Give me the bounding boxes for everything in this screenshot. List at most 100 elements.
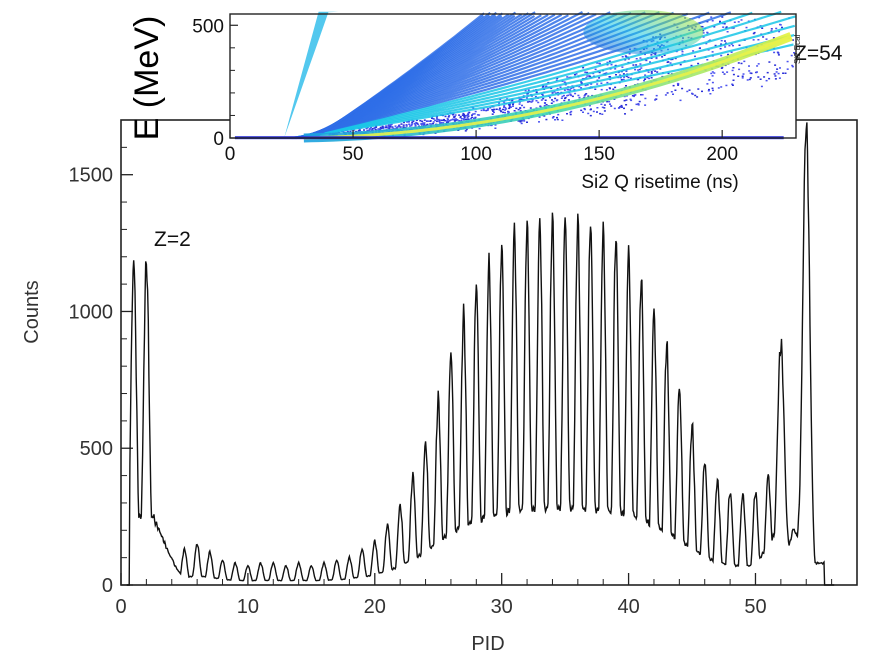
heatmap-cell — [370, 129, 373, 131]
heatmap-cell — [571, 95, 574, 98]
heatmap-cell — [410, 125, 413, 127]
heatmap-cell — [448, 115, 451, 117]
heatmap-cell — [720, 39, 723, 42]
heatmap-cell — [520, 122, 523, 125]
heatmap-cell — [515, 107, 518, 110]
heatmap-cell — [493, 108, 496, 111]
heatmap-cell — [462, 112, 465, 115]
heatmap-cell — [639, 57, 642, 59]
heatmap-cell — [748, 70, 751, 72]
heatmap-cell — [775, 71, 778, 73]
heatmap-cell — [526, 121, 528, 123]
heatmap-cell — [667, 72, 670, 75]
heatmap-cell — [681, 87, 684, 90]
heatmap-cell — [791, 64, 794, 67]
heatmap-cell — [458, 120, 461, 122]
heatmap-cell — [656, 71, 659, 73]
inset-y-axis-title: E (MeV) — [128, 16, 166, 141]
heatmap-cell — [486, 108, 489, 110]
heatmap-cell — [550, 87, 553, 90]
heatmap-cell — [650, 77, 653, 79]
heatmap-cell — [752, 39, 755, 41]
heatmap-cell — [503, 105, 506, 107]
heatmap-cell — [388, 127, 391, 130]
heatmap-cell — [366, 129, 369, 132]
heatmap-cell — [504, 111, 506, 114]
heatmap-cell — [742, 73, 745, 75]
inset-tick-labels: 0 50 100 150 200 0 500 — [192, 16, 738, 165]
heatmap-cell — [681, 53, 684, 56]
heatmap-cell — [556, 87, 559, 90]
heatmap-cell — [430, 123, 433, 125]
heatmap-cell — [499, 109, 502, 112]
heatmap-cell — [586, 75, 589, 77]
heatmap-cell — [526, 93, 529, 95]
heatmap-cell — [752, 32, 755, 35]
heatmap-cell — [369, 128, 371, 130]
heatmap-cell — [352, 129, 355, 131]
heatmap-cell — [447, 116, 450, 118]
heatmap-cell — [508, 107, 511, 110]
heatmap-cell — [711, 71, 714, 73]
heatmap-cell — [463, 118, 465, 121]
heatmap-cell — [474, 116, 477, 119]
heatmap-cell — [434, 119, 437, 122]
heatmap-cell — [544, 99, 547, 101]
heatmap-cell — [538, 121, 540, 123]
heatmap-cell — [617, 107, 620, 109]
heatmap-cell — [584, 84, 587, 87]
heatmap-cell — [504, 106, 507, 109]
heatmap-cell — [530, 101, 533, 103]
heatmap-cell — [644, 74, 647, 76]
heatmap-cell — [402, 126, 405, 128]
heatmap-cell — [738, 68, 741, 71]
heatmap-cell — [701, 26, 704, 28]
heatmap-cell — [650, 72, 653, 74]
heatmap-cell — [478, 114, 481, 116]
inset-x-axis-title: Si2 Q risetime (ns) — [581, 172, 738, 193]
heatmap-cell — [415, 121, 418, 124]
heatmap-cell — [738, 44, 741, 46]
heatmap-cell — [541, 86, 544, 89]
heatmap-cell — [606, 61, 609, 64]
inset-heatmap: 0 50 100 150 200 0 500 Si2 Q risetime (ns) E (… — [128, 10, 802, 193]
heatmap-cell — [463, 115, 466, 118]
heatmap-cell — [619, 106, 622, 108]
heatmap-cell — [486, 109, 489, 111]
heatmap-cell — [596, 111, 598, 113]
heatmap-cell — [519, 110, 522, 112]
heatmap-cell — [566, 76, 569, 78]
heatmap-cell — [550, 102, 553, 104]
heatmap-cell — [637, 78, 640, 81]
heatmap-cell — [598, 62, 601, 65]
heatmap-cell — [608, 60, 611, 62]
heatmap-cell — [529, 107, 532, 109]
heatmap-cell — [619, 76, 622, 79]
heatmap-cell — [672, 84, 675, 87]
heatmap-cell — [463, 116, 466, 119]
heatmap-cell — [650, 54, 653, 56]
heatmap-cell — [692, 50, 695, 52]
heatmap-cell — [710, 72, 713, 75]
heatmap-cell — [741, 75, 744, 77]
heatmap-cell — [757, 63, 760, 65]
heatmap-cell — [774, 75, 777, 77]
heatmap-cell — [719, 47, 722, 50]
heatmap-cell — [408, 123, 411, 125]
heatmap-cell — [648, 77, 651, 80]
heatmap-cell — [492, 110, 495, 112]
heatmap-cell — [447, 121, 449, 124]
heatmap-cell — [737, 75, 740, 77]
heatmap-cell — [749, 77, 752, 79]
heatmap-cell — [610, 105, 613, 107]
heatmap-cell — [790, 54, 793, 57]
heatmap-cell — [402, 124, 405, 126]
heatmap-cell — [625, 70, 628, 72]
heatmap-cell — [637, 69, 640, 71]
heatmap-cell — [698, 16, 701, 19]
heatmap-cell — [701, 90, 703, 93]
heatmap-cell — [630, 109, 633, 111]
heatmap-cell — [563, 81, 566, 83]
heatmap-cell — [633, 95, 635, 98]
heatmap-cell — [694, 94, 697, 97]
